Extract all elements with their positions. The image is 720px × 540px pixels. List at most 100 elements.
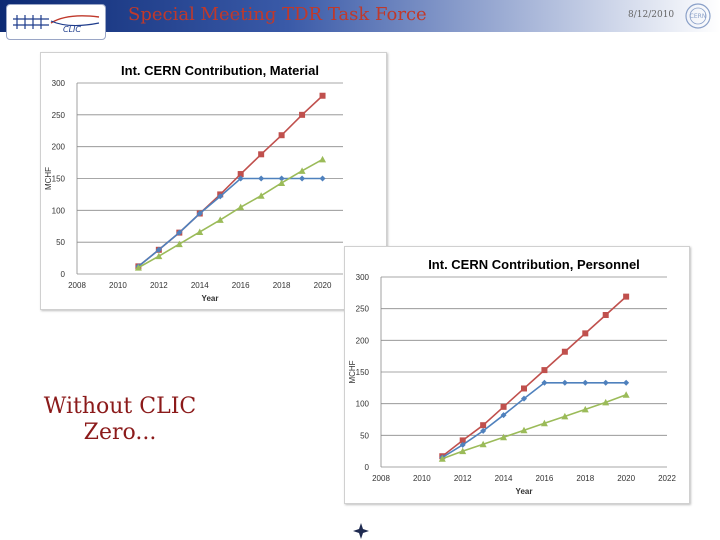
chart1-y-tick-label: 300 bbox=[52, 79, 66, 88]
slide-title: Special Meeting TDR Task Force bbox=[128, 4, 427, 25]
chart1-y-tick-label: 200 bbox=[52, 143, 66, 152]
chart2-series-3-point bbox=[520, 426, 528, 434]
chart1-title: Int. CERN Contribution, Material bbox=[121, 63, 319, 78]
chart2-series-2-line bbox=[441, 381, 627, 459]
chart2-series-3-point bbox=[459, 447, 467, 455]
personnel-chart: Int. CERN Contribution, Personnel 0 50 100 1… bbox=[344, 246, 690, 504]
chart1-x-tick-label: 2016 bbox=[232, 281, 250, 290]
slide-date: 8/12/2010 bbox=[628, 10, 675, 20]
material-chart-svg: Int. CERN Contribution, Material 0 50 100 15… bbox=[44, 63, 343, 303]
chart1-series-3-point bbox=[319, 155, 327, 163]
chart2-series-1-point bbox=[459, 437, 466, 444]
chart1-series-3-point bbox=[237, 203, 245, 211]
chart2-y-tick-label: 0 bbox=[365, 463, 370, 472]
chart2-series-1-point bbox=[521, 385, 527, 392]
chart1-series-3-point bbox=[155, 252, 163, 260]
chart1-series-3-point bbox=[216, 216, 224, 223]
chart2-x-tick-label: 2012 bbox=[454, 474, 472, 483]
chart2-x-tick-label: 2008 bbox=[372, 474, 390, 483]
chart1-series-1-point bbox=[299, 111, 306, 118]
chart2-series-3-point bbox=[479, 440, 487, 448]
caption-line-1: Without CLIC bbox=[43, 394, 197, 419]
chart1-series-2-point bbox=[278, 175, 285, 182]
chart2-series-2-point bbox=[521, 395, 527, 402]
chart2-series-2-point bbox=[541, 379, 548, 386]
chart2-series-1-point bbox=[500, 403, 507, 410]
chart1-series-2-point bbox=[176, 229, 183, 236]
personnel-chart-svg: Int. CERN Contribution, Personnel 0 50 100 1… bbox=[348, 257, 676, 496]
chart2-y-tick-label: 250 bbox=[356, 305, 370, 314]
clic-logo-text: CLIC bbox=[63, 25, 81, 34]
chart1-series-2-point bbox=[196, 210, 203, 217]
chart1-series-2-point bbox=[155, 246, 162, 253]
chart2-series-3-point bbox=[602, 398, 610, 406]
chart2-x-tick-label: 2018 bbox=[576, 474, 594, 483]
chart1-y-tick-label: 100 bbox=[52, 206, 66, 215]
caption-line-2: Zero... bbox=[83, 420, 157, 445]
chart1-series-2-point bbox=[217, 193, 224, 200]
chart2-series-2-point bbox=[459, 441, 466, 448]
chart2-y-tick-label: 50 bbox=[360, 431, 369, 440]
chart2-x-tick-label: 2014 bbox=[495, 474, 513, 483]
chart2-series-1-point bbox=[582, 330, 589, 337]
navigation-star-icon[interactable] bbox=[352, 522, 370, 540]
chart2-series-1-line bbox=[441, 296, 627, 457]
chart1-x-tick-label: 2014 bbox=[191, 281, 209, 290]
chart1-series-1-line bbox=[137, 95, 324, 267]
chart1-series-2-line bbox=[137, 177, 323, 267]
clic-logo: CLIC bbox=[6, 4, 106, 40]
chart2-series-3-line bbox=[442, 394, 627, 460]
chart2-series-3-point bbox=[438, 455, 446, 462]
chart1-x-tick-label: 2018 bbox=[273, 281, 291, 290]
clic-logo-graphic bbox=[13, 15, 100, 29]
chart1-y-tick-label: 50 bbox=[56, 238, 65, 247]
chart1-series-2-point bbox=[299, 175, 306, 182]
chart2-y-tick-label: 200 bbox=[356, 336, 370, 345]
chart1-series-1-point bbox=[258, 151, 265, 158]
chart2-x-axis-label: Year bbox=[516, 487, 533, 496]
chart1-series-3-point bbox=[175, 240, 183, 248]
chart1-series-2-point bbox=[258, 175, 265, 182]
chart2-x-tick-label: 2022 bbox=[658, 474, 676, 483]
chart2-title: Int. CERN Contribution, Personnel bbox=[428, 257, 640, 272]
chart2-series-2-point bbox=[500, 412, 507, 419]
chart1-series-3-line bbox=[137, 158, 323, 269]
chart1-x-tick-label: 2010 bbox=[109, 281, 127, 290]
chart1-series-3-point bbox=[196, 228, 204, 235]
chart2-series-3-point bbox=[540, 419, 548, 427]
chart1-series-1-point bbox=[278, 132, 285, 139]
chart2-x-tick-label: 2020 bbox=[617, 474, 635, 483]
slide-header: CLIC Special Meeting TDR Task Force 8/12… bbox=[0, 0, 720, 40]
chart2-series-2-point bbox=[602, 379, 609, 386]
chart2-series-3-point bbox=[581, 405, 589, 413]
material-chart: Int. CERN Contribution, Material 0 50 100 15… bbox=[40, 52, 387, 310]
chart1-series-3-point bbox=[298, 167, 306, 174]
cern-logo-icon: CERN bbox=[685, 3, 711, 29]
caption: Without CLIC Zero... bbox=[40, 394, 200, 446]
chart2-series-3-point bbox=[561, 412, 569, 420]
chart2-series-1-point bbox=[623, 293, 630, 300]
chart2-series-2-point bbox=[480, 427, 487, 434]
chart1-series-3-point bbox=[257, 192, 265, 199]
chart2-y-axis-label: MCHF bbox=[348, 360, 357, 383]
chart2-series-2-point bbox=[623, 379, 630, 386]
chart1-y-tick-label: 150 bbox=[52, 175, 66, 184]
chart2-series-1-point bbox=[480, 422, 487, 429]
chart2-series-3-point bbox=[622, 391, 630, 398]
chart1-x-tick-label: 2012 bbox=[150, 281, 168, 290]
chart2-series-1-point bbox=[602, 312, 609, 318]
chart2-series-1-point bbox=[561, 348, 568, 355]
chart2-y-tick-label: 100 bbox=[356, 400, 370, 409]
chart2-y-tick-label: 150 bbox=[356, 368, 370, 377]
chart1-x-tick-label: 2008 bbox=[68, 281, 86, 290]
chart1-series-2-point bbox=[237, 175, 244, 182]
chart1-y-tick-label: 250 bbox=[52, 111, 66, 120]
chart2-series-2-point bbox=[561, 379, 568, 386]
chart1-y-tick-label: 0 bbox=[61, 270, 66, 279]
svg-text:CERN: CERN bbox=[690, 13, 707, 20]
chart2-x-tick-label: 2010 bbox=[413, 474, 431, 483]
chart1-x-tick-label: 2020 bbox=[314, 281, 332, 290]
chart2-series-2-point bbox=[582, 379, 589, 386]
chart1-series-3-point bbox=[278, 179, 286, 186]
chart1-series-2-point bbox=[319, 175, 326, 182]
